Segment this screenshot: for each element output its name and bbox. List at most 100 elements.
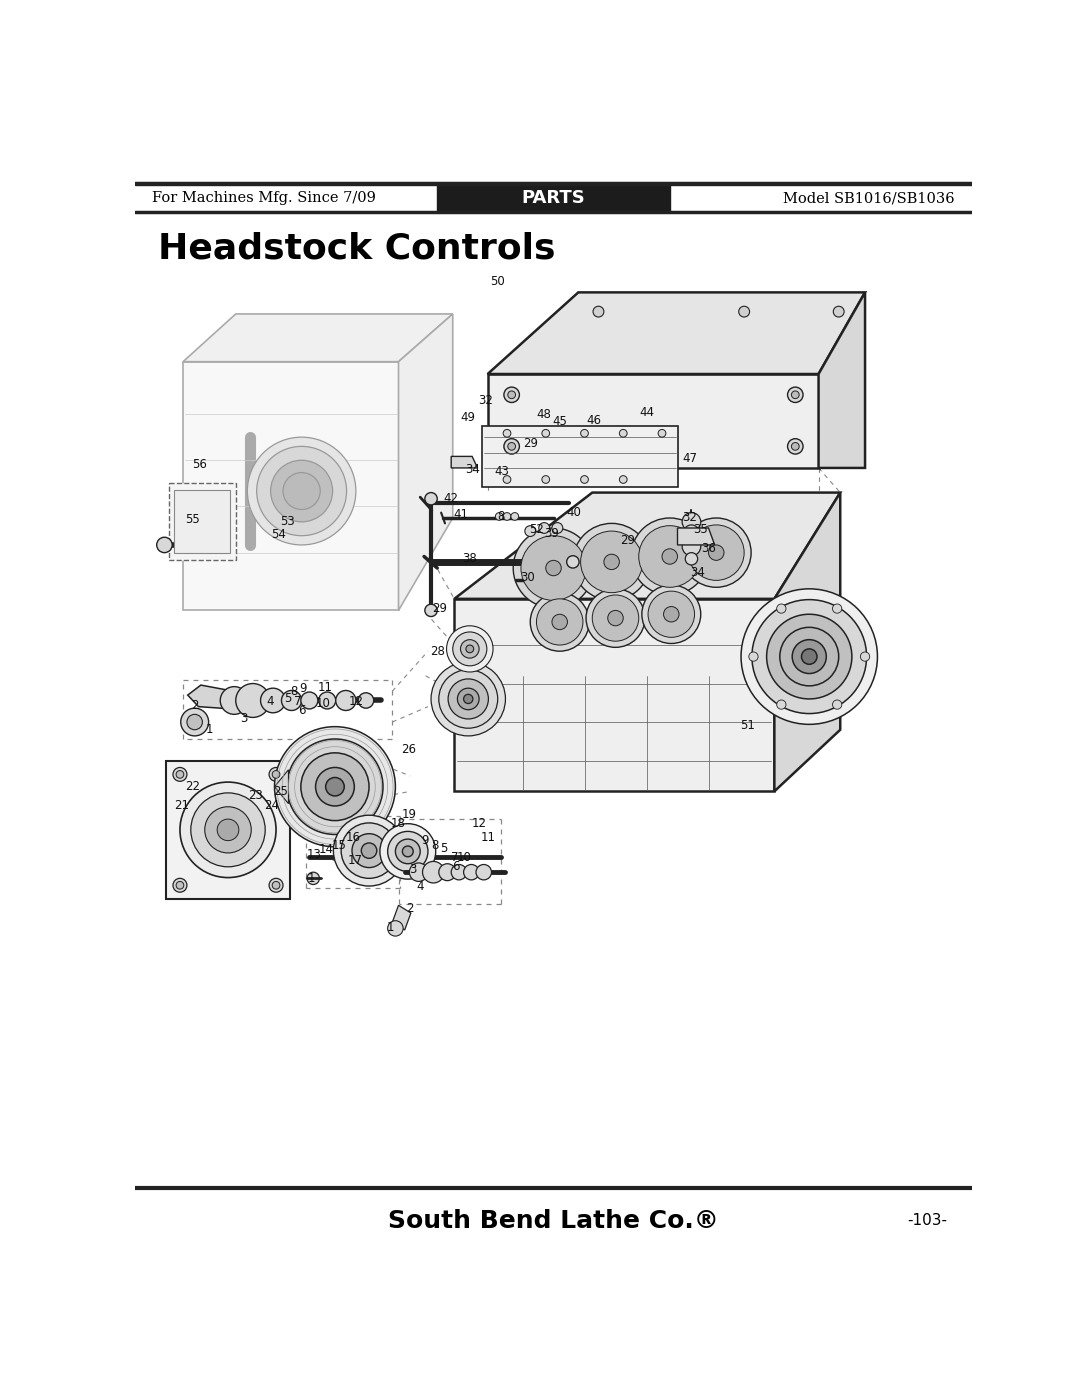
Circle shape [648,591,694,637]
Text: 10: 10 [315,697,330,710]
Text: 3: 3 [408,863,416,876]
Circle shape [662,549,677,564]
Text: 29: 29 [432,602,447,615]
Text: 11: 11 [481,831,496,844]
Text: 24: 24 [264,799,279,812]
Text: 12: 12 [349,694,364,708]
Text: 32: 32 [683,511,698,524]
Circle shape [581,429,589,437]
Circle shape [586,588,645,647]
Circle shape [424,493,437,504]
Text: 11: 11 [318,680,333,694]
Polygon shape [274,770,288,803]
Bar [437,184,670,211]
Text: 53: 53 [281,514,295,528]
Circle shape [619,475,627,483]
Circle shape [508,391,515,398]
Text: South Bend Lathe Co.®: South Bend Lathe Co.® [388,1208,719,1234]
Polygon shape [455,599,774,791]
Polygon shape [392,905,410,930]
Circle shape [780,627,839,686]
Text: 39: 39 [543,527,558,539]
Text: 44: 44 [639,407,654,419]
Circle shape [685,553,698,564]
Circle shape [247,437,356,545]
Text: 14: 14 [319,844,334,856]
Circle shape [272,882,280,888]
Circle shape [431,662,505,736]
Circle shape [180,708,208,736]
Text: -103-: -103- [907,1214,947,1228]
Text: 26: 26 [401,743,416,756]
Circle shape [792,391,799,398]
Circle shape [504,439,519,454]
Circle shape [301,753,369,820]
Circle shape [341,823,397,879]
Circle shape [593,306,604,317]
Circle shape [592,595,638,641]
Circle shape [283,472,321,510]
Circle shape [741,588,877,725]
Text: 54: 54 [271,528,286,542]
Circle shape [572,524,650,601]
Circle shape [191,793,266,866]
Circle shape [748,652,758,661]
Circle shape [503,429,511,437]
Text: 30: 30 [519,571,535,584]
Circle shape [157,538,172,553]
Circle shape [792,443,799,450]
Text: 49: 49 [461,411,476,425]
Text: 29: 29 [523,437,538,450]
Polygon shape [488,292,865,374]
Circle shape [642,585,701,644]
Circle shape [319,692,336,708]
Circle shape [287,739,383,834]
Polygon shape [166,760,291,900]
Circle shape [861,652,869,661]
Circle shape [271,460,333,522]
Text: 34: 34 [465,462,481,476]
Circle shape [511,513,518,520]
Text: 46: 46 [586,414,602,426]
Circle shape [503,475,511,483]
Text: 51: 51 [740,719,755,732]
Circle shape [504,387,519,402]
Circle shape [235,683,270,718]
Circle shape [187,714,202,729]
Circle shape [269,879,283,893]
Circle shape [638,525,701,587]
Polygon shape [455,493,840,599]
Text: 55: 55 [185,513,200,527]
Text: 15: 15 [332,838,347,852]
Circle shape [604,555,619,570]
Circle shape [409,863,428,882]
Text: 2: 2 [406,902,414,915]
Circle shape [458,689,480,710]
Circle shape [438,863,456,880]
Text: 5: 5 [284,693,292,705]
Circle shape [362,842,377,858]
Circle shape [688,525,744,580]
Text: 8: 8 [291,685,298,697]
Text: 32: 32 [478,394,494,407]
Text: 8: 8 [431,838,438,852]
Circle shape [663,606,679,622]
Circle shape [453,631,487,666]
Text: 23: 23 [247,789,262,802]
Text: 9: 9 [299,682,307,696]
Polygon shape [488,374,819,468]
Circle shape [787,439,804,454]
Circle shape [708,545,724,560]
Circle shape [205,806,252,854]
Text: 16: 16 [346,831,361,844]
Text: 4: 4 [417,880,424,893]
Circle shape [834,306,845,317]
Circle shape [658,429,666,437]
Polygon shape [677,528,715,545]
Text: 1: 1 [205,724,213,736]
Text: 1: 1 [387,921,394,935]
Circle shape [424,605,437,616]
Circle shape [176,882,184,888]
Circle shape [793,640,826,673]
Polygon shape [774,493,840,791]
